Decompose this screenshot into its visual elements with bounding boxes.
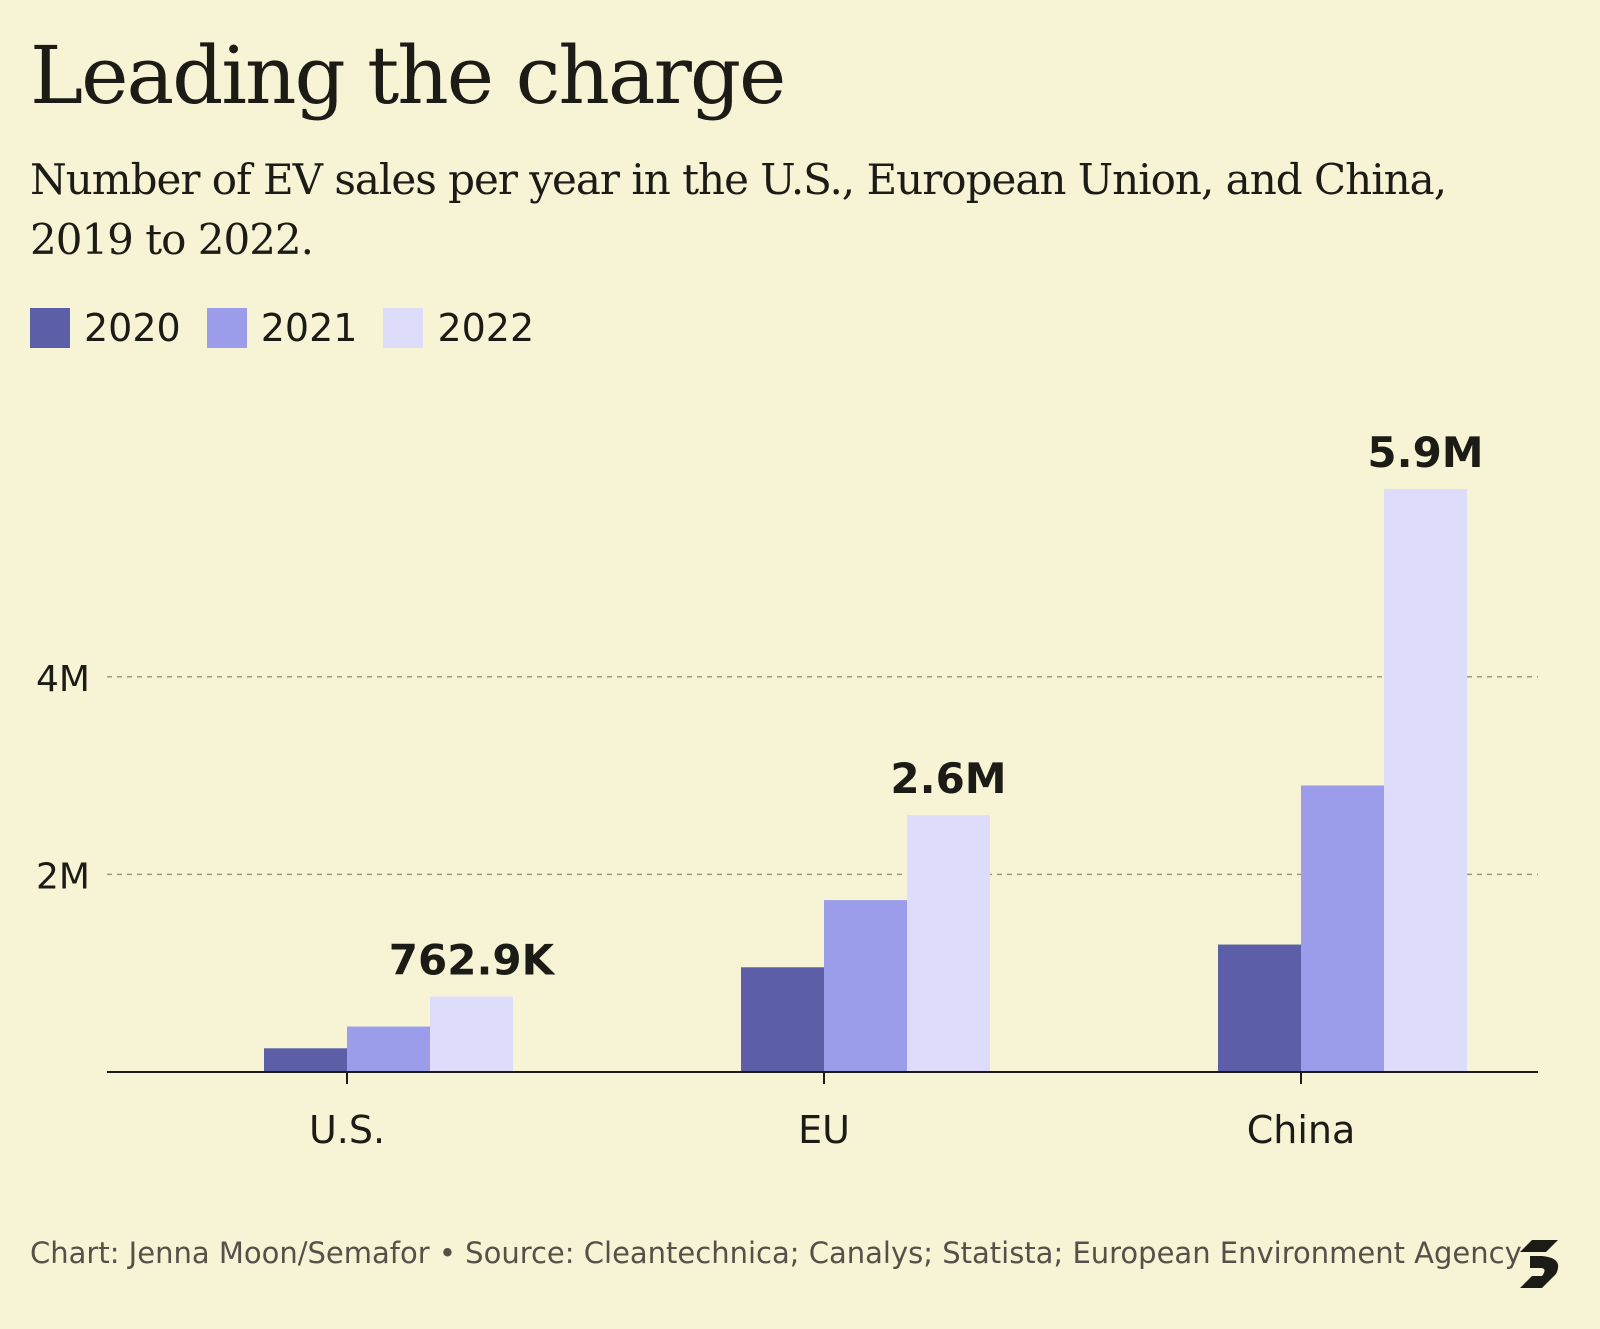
x-tick-label-us: U.S. [309, 1108, 385, 1152]
legend-label-2021: 2021 [260, 306, 358, 350]
legend-item-2022: 2022 [383, 306, 534, 350]
bar-eu-2022 [907, 815, 990, 1072]
data-label-eu: 2.6M [890, 754, 1006, 803]
legend-swatch-2020 [30, 308, 70, 348]
bar-china-2022 [1384, 489, 1467, 1073]
data-label-china: 5.9M [1367, 428, 1483, 477]
y-tick-label-4M: 4M [36, 659, 90, 700]
source-credit: Chart: Jenna Moon/Semafor • Source: Clea… [30, 1236, 1522, 1270]
bar-us-2022 [430, 996, 513, 1072]
bar-eu-2020 [741, 967, 824, 1072]
bar-us-2021 [347, 1026, 430, 1072]
legend-swatch-2022 [383, 308, 424, 348]
semafor-s-logo-icon [1520, 1240, 1559, 1288]
chart-legend: 2020 2021 2022 [30, 306, 560, 350]
page-subtitle: Number of EV sales per year in the U.S.,… [30, 155, 1447, 264]
bar-china-2020 [1218, 944, 1301, 1072]
y-tick-label-2M: 2M [36, 856, 90, 897]
legend-swatch-2021 [206, 308, 247, 348]
legend-label-2022: 2022 [437, 306, 535, 350]
legend-item-2020: 2020 [30, 306, 181, 350]
legend-item-2021: 2021 [206, 306, 358, 350]
legend-label-2020: 2020 [84, 306, 181, 350]
x-tick-label-eu: EU [798, 1108, 850, 1152]
page-title: Leading the charge [30, 29, 786, 122]
bar-china-2021 [1301, 785, 1384, 1072]
bar-chart: 2M 4M 762.9K 2.6M 5.9M U.S. EU China [36, 428, 1538, 1152]
x-tick-label-china: China [1247, 1108, 1356, 1152]
bar-us-2020 [264, 1048, 347, 1072]
data-label-us: 762.9K [389, 936, 556, 985]
bar-eu-2021 [824, 900, 907, 1072]
